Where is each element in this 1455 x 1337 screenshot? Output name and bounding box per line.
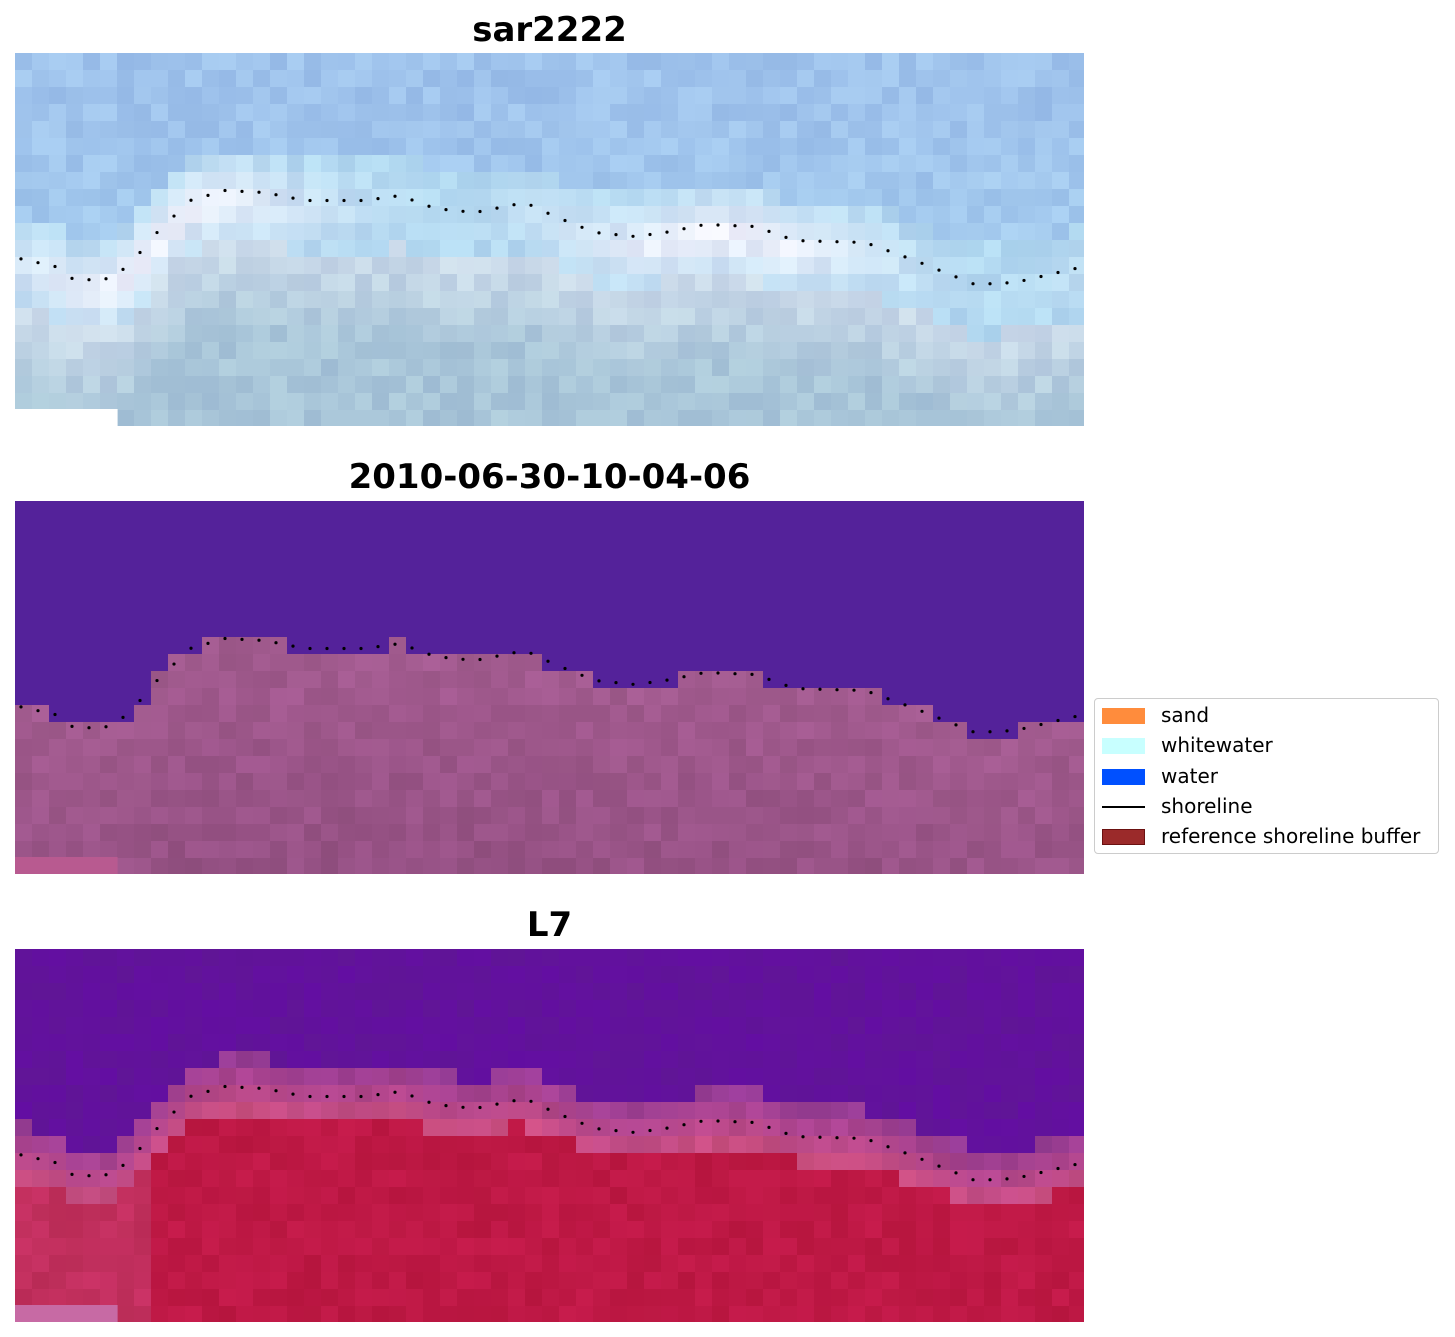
false-color-image xyxy=(15,949,1084,1322)
legend-item-reference-buffer: reference shoreline buffer xyxy=(1095,821,1438,851)
shoreline-points xyxy=(19,188,1077,286)
legend-label-water: water xyxy=(1161,764,1218,788)
legend-item-sand: sand xyxy=(1095,700,1438,730)
sand-swatch xyxy=(1102,708,1145,724)
legend-label-shoreline: shoreline xyxy=(1161,794,1253,818)
legend: sand whitewater water shoreline referenc… xyxy=(1094,698,1439,854)
legend-item-shoreline: shoreline xyxy=(1095,791,1438,821)
classified-image xyxy=(15,501,1084,874)
legend-label-sand: sand xyxy=(1161,703,1210,727)
shoreline-points xyxy=(19,636,1077,734)
legend-label-whitewater: whitewater xyxy=(1161,733,1273,757)
legend-item-whitewater: whitewater xyxy=(1095,730,1438,760)
shoreline-points xyxy=(19,1084,1077,1182)
panel-title-ndwi: 2010-06-30-10-04-06 xyxy=(348,457,751,497)
panel-title-rgb: sar2222 xyxy=(472,10,627,50)
rgb-satellite-image xyxy=(15,53,1084,426)
shoreline-line-swatch xyxy=(1102,806,1145,808)
legend-item-water: water xyxy=(1095,761,1438,791)
water-swatch xyxy=(1102,769,1145,785)
reference-buffer-swatch xyxy=(1102,829,1145,845)
whitewater-swatch xyxy=(1102,738,1145,754)
legend-label-reference-buffer: reference shoreline buffer xyxy=(1161,824,1421,848)
panel-title-swir: L7 xyxy=(526,905,573,945)
